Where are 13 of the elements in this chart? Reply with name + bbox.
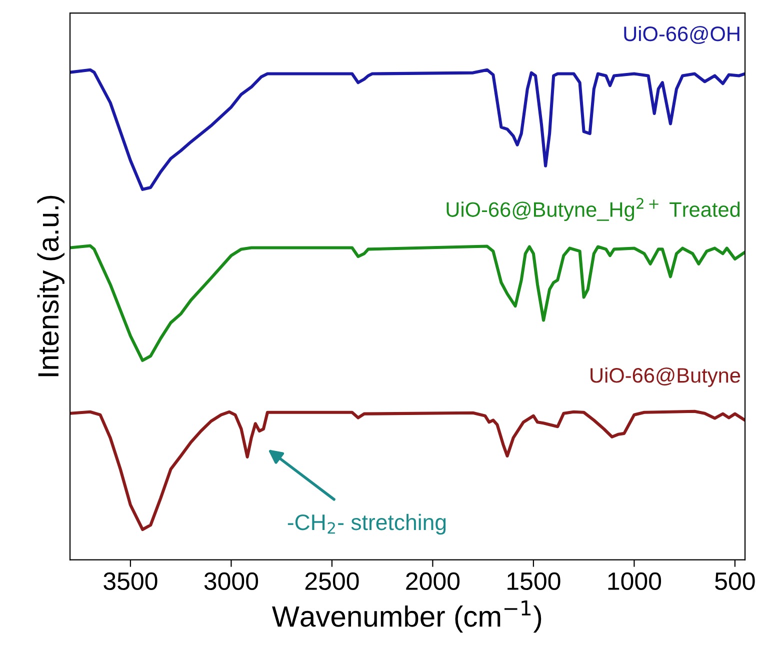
y-axis-title: Intensity (a.u.) bbox=[37, 196, 64, 376]
x-tick-label: 2500 bbox=[305, 572, 359, 590]
x-tick-label: 3000 bbox=[204, 572, 258, 590]
x-tick-label: 2000 bbox=[406, 572, 460, 590]
series-label: UiO-66@Butyne bbox=[590, 367, 740, 387]
series-label: UiO-66@Butyne_Hg$^{2+}$ Treated bbox=[446, 198, 740, 222]
x-tick-label: 3500 bbox=[104, 572, 158, 590]
x-tick-label: 1500 bbox=[508, 572, 560, 590]
x-tick-label: 1000 bbox=[608, 572, 662, 590]
annotation: -CH$_{2}$- stretching bbox=[288, 514, 446, 535]
x-axis-title: Wavenumber (cm$^{−1}$) bbox=[272, 600, 542, 633]
x-tick-label: 500 bbox=[715, 572, 755, 590]
series-label: UiO-66@OH bbox=[624, 26, 740, 44]
